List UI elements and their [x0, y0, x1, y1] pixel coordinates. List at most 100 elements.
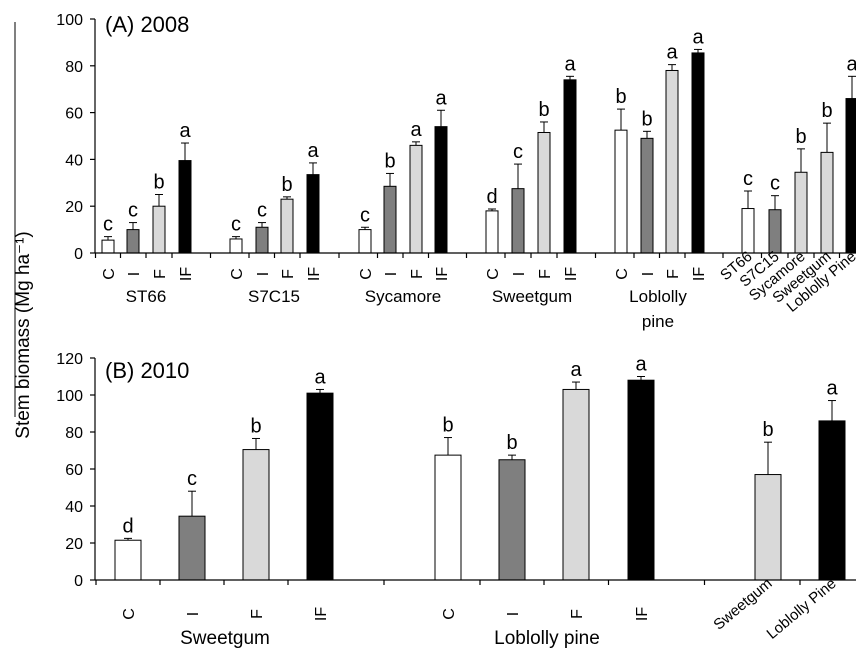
bar-combined-s7c15 [768, 209, 782, 254]
y-tick-label: 0 [74, 573, 83, 590]
letter-combined-sweetgum: b [821, 100, 832, 122]
x-label-loblolly-pine-f: F [665, 269, 682, 279]
y-tick-label: 60 [65, 106, 83, 123]
bar-sycamore-i [383, 185, 397, 254]
x-label-combined-sweetgum: Sweetgum [710, 575, 775, 634]
letter-s7c15-c: c [231, 214, 241, 236]
x-label-loblolly-pine-c: C [614, 268, 631, 280]
group-label-sweetgum: Sweetgum [180, 628, 270, 649]
x-label-st66-if: IF [178, 267, 195, 281]
bar-st66-i [126, 229, 140, 254]
letter-loblolly-pine-f: a [570, 359, 582, 381]
y-tick-label: 0 [74, 246, 83, 263]
letter-sycamore-c: c [360, 204, 370, 226]
letter-loblolly-pine-if: a [692, 26, 704, 48]
y-tick-label: 80 [65, 59, 83, 76]
group-label-s7c15: S7C15 [248, 287, 300, 306]
bar-sweetgum-i [178, 515, 206, 581]
x-label-loblolly-pine-f: F [569, 609, 586, 619]
letter-s7c15-if: a [307, 140, 319, 162]
letter-s7c15-f: b [281, 174, 292, 196]
bar-combined-sweetgum [820, 151, 834, 254]
y-tick-label: 20 [65, 536, 83, 553]
y-tick-label: 20 [65, 199, 83, 216]
letter-loblolly-pine-c: b [615, 86, 626, 108]
letter-combined-loblolly-pine: a [826, 378, 838, 400]
letter-sweetgum-c: d [486, 186, 497, 208]
bar-s7c15-if [306, 174, 320, 254]
letter-sweetgum-i: c [187, 468, 197, 490]
bar-st66-if [178, 160, 192, 254]
bar-sycamore-c [358, 229, 372, 254]
bar-sweetgum-if [563, 79, 577, 254]
letter-loblolly-pine-f: a [666, 42, 678, 64]
x-label-sweetgum-c: C [121, 608, 138, 620]
group-label-loblolly-pine-line2: pine [642, 312, 674, 331]
letter-combined-st66: c [743, 168, 753, 190]
bar-combined-sycamore [794, 171, 808, 254]
letter-combined-s7c15: c [770, 173, 780, 195]
letter-loblolly-pine-c: b [442, 415, 453, 437]
letter-loblolly-pine-i: b [506, 432, 517, 454]
bar-combined-loblolly-pine [845, 98, 856, 254]
bar-sycamore-if [434, 126, 448, 254]
panel-a-y-axis: 0 20 40 60 80 100 [56, 12, 96, 263]
bar-loblolly-pine-if [627, 379, 655, 581]
panel-a-title: (A) 2008 [105, 12, 189, 37]
bar-combined-loblolly-pine [818, 420, 846, 581]
x-label-loblolly-pine-if: IF [691, 267, 708, 281]
bar-s7c15-c [229, 238, 243, 254]
x-label-st66-c: C [101, 268, 118, 280]
letter-combined-sycamore: b [795, 126, 806, 148]
x-label-loblolly-pine-c: C [441, 608, 458, 620]
bar-sweetgum-c [485, 210, 499, 254]
x-label-sweetgum-c: C [485, 268, 502, 280]
x-label-sweetgum-if: IF [313, 607, 330, 621]
x-label-s7c15-c: C [229, 268, 246, 280]
letter-st66-if: a [179, 120, 191, 142]
letter-sweetgum-c: d [122, 515, 133, 537]
bar-sweetgum-f [242, 449, 270, 581]
letter-st66-i: c [128, 200, 138, 222]
bar-sweetgum-c [114, 539, 142, 581]
group-label-sweetgum: Sweetgum [492, 287, 572, 306]
letter-combined-sweetgum: b [762, 419, 773, 441]
letter-sweetgum-if: a [314, 366, 326, 388]
x-label-loblolly-pine-if: IF [634, 607, 651, 621]
panel-b-y-axis: 0 20 40 60 80 100 120 [56, 351, 96, 590]
x-label-sweetgum-i: I [511, 272, 528, 276]
bar-sweetgum-if [306, 392, 334, 581]
y-tick-label: 80 [65, 425, 83, 442]
x-label-st66-i: I [126, 272, 143, 276]
bar-sweetgum-f [537, 131, 551, 254]
letter-sweetgum-i: c [513, 141, 523, 163]
group-label-st66: ST66 [126, 287, 167, 306]
x-label-s7c15-if: IF [306, 267, 323, 281]
bar-s7c15-f [280, 198, 294, 254]
letter-st66-f: b [153, 172, 164, 194]
letter-sycamore-if: a [435, 87, 447, 109]
y-tick-label: 40 [65, 152, 83, 169]
x-label-st66-f: F [152, 269, 169, 279]
bar-loblolly-pine-i [640, 137, 654, 254]
x-label-sycamore-i: I [383, 272, 400, 276]
x-label-loblolly-pine-i: I [505, 612, 522, 616]
y-tick-label: 100 [56, 12, 83, 29]
x-label-sweetgum-f: F [249, 609, 266, 619]
x-label-s7c15-f: F [280, 269, 297, 279]
x-label-sycamore-if: IF [434, 267, 451, 281]
x-label-sycamore-c: C [358, 268, 375, 280]
letter-loblolly-pine-if: a [635, 354, 647, 376]
letter-sycamore-f: a [410, 119, 422, 141]
y-axis-label: Stem biomass (Mg ha⁻¹) [13, 231, 34, 438]
letter-sycamore-i: b [384, 150, 395, 172]
x-label-sweetgum-f: F [537, 269, 554, 279]
letter-loblolly-pine-i: b [641, 108, 652, 130]
panel-b-bars: d c b a b b a a b a [114, 354, 846, 581]
bar-s7c15-i [255, 226, 269, 254]
